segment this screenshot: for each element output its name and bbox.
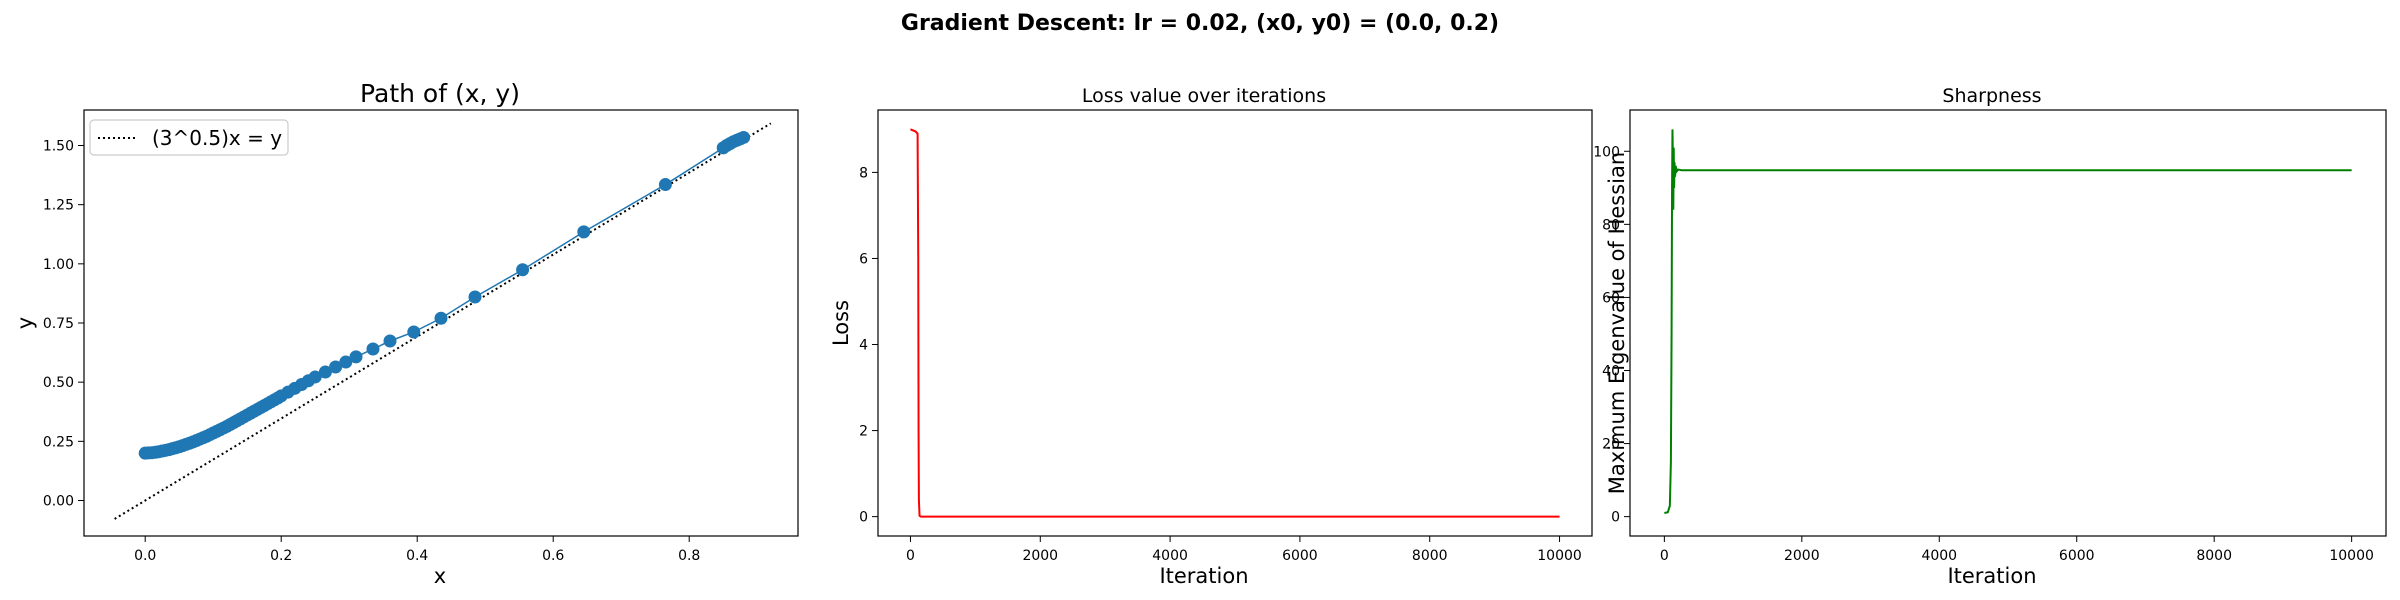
sharpness-panel-ytick-label: 0 xyxy=(1611,510,1620,526)
loss-panel-ytick-label: 4 xyxy=(859,338,868,354)
sharpness-panel-ytick-label: 60 xyxy=(1602,290,1620,306)
sharpness-panel-xlabel: Iteration xyxy=(1947,564,2036,588)
loss-panel-xlabel: Iteration xyxy=(1159,564,1248,588)
path-panel-point xyxy=(407,325,421,339)
path-panel-point xyxy=(577,225,591,239)
loss-panel-title: Loss value over iterations xyxy=(1082,85,1326,107)
sharpness-panel: Sharpness Iteration Maximum Eigenvalue o… xyxy=(1593,85,2387,588)
loss-panel-xtick-label: 10000 xyxy=(1537,548,1582,564)
loss-panel-xtick-label: 8000 xyxy=(1412,548,1448,564)
path-panel-ytick-label: 0.50 xyxy=(43,375,74,391)
path-panel-xlabel: x xyxy=(434,564,446,588)
path-panel-point xyxy=(434,311,448,325)
sharpness-panel-ytick-label: 20 xyxy=(1602,437,1620,453)
path-panel-ytick-label: 0.25 xyxy=(43,434,74,450)
sharpness-panel-xtick-label: 0 xyxy=(1660,548,1669,564)
loss-panel-xtick-label: 0 xyxy=(906,548,915,564)
sharpness-panel-xtick-label: 8000 xyxy=(2196,548,2232,564)
legend-frame xyxy=(89,119,289,156)
sharpness-panel-xtick-label: 6000 xyxy=(2059,548,2095,564)
loss-panel-ytick-label: 0 xyxy=(859,510,868,526)
loss-panel-ytick-label: 2 xyxy=(859,424,868,440)
path-panel-point xyxy=(308,370,322,384)
loss-panel-ytick-label: 6 xyxy=(859,251,868,267)
path-panel-point xyxy=(383,334,397,348)
sharpness-panel-xtick-label: 2000 xyxy=(1784,548,1820,564)
path-panel-xtick-label: 0.2 xyxy=(270,548,292,564)
path-panel-xtick-label: 0.8 xyxy=(678,548,700,564)
path-panel: Path of (x, y) x y (3^0.5)x = y 0.0 0.2 0.… xyxy=(13,79,799,588)
path-panel-point xyxy=(349,350,363,364)
loss-panel-xtick-label: 6000 xyxy=(1282,548,1318,564)
sharpness-panel-xtick-label: 10000 xyxy=(2329,548,2374,564)
path-panel-xtick-label: 0.4 xyxy=(406,548,428,564)
loss-panel-xtick-label: 4000 xyxy=(1152,548,1188,564)
loss-panel-series-line xyxy=(910,128,1560,518)
path-panel-title: Path of (x, y) xyxy=(360,79,520,108)
loss-panel-ytick-label: 8 xyxy=(859,165,868,181)
sharpness-panel-ytick-label: 40 xyxy=(1602,363,1620,379)
loss-panel-plot-area xyxy=(878,110,1592,536)
loss-panel-ylabel: Loss xyxy=(829,300,853,346)
loss-panel-xtick-label: 2000 xyxy=(1022,548,1058,564)
path-panel-xtick-label: 0.6 xyxy=(542,548,564,564)
path-panel-ytick-label: 1.25 xyxy=(43,198,74,214)
sharpness-panel-series-line xyxy=(1664,129,2352,514)
path-panel-point xyxy=(658,178,672,192)
path-panel-ytick-label: 1.00 xyxy=(43,257,74,273)
loss-panel: Loss value over iterations Iteration Los… xyxy=(829,85,1593,588)
legend-label: (3^0.5)x = y xyxy=(152,126,282,150)
path-panel-point xyxy=(516,263,530,277)
path-panel-ytick-label: 0.75 xyxy=(43,316,74,332)
path-panel-ylabel: y xyxy=(13,317,37,329)
path-panel-point xyxy=(339,355,353,369)
sharpness-panel-frame xyxy=(1629,109,2387,537)
sharpness-panel-title: Sharpness xyxy=(1942,85,2041,107)
path-panel-ytick-label: 1.50 xyxy=(43,139,74,155)
path-panel-legend: (3^0.5)x = y xyxy=(89,119,289,156)
loss-panel-frame xyxy=(877,109,1593,537)
sharpness-panel-ytick-label: 80 xyxy=(1602,217,1620,233)
path-panel-point xyxy=(366,342,380,356)
sharpness-panel-ylabel: Maximum Eigenvalue of Hessian xyxy=(1605,152,1629,494)
sharpness-panel-plot-area xyxy=(1630,110,2386,536)
path-panel-xtick-label: 0.0 xyxy=(134,548,156,564)
path-panel-point xyxy=(318,365,332,379)
path-panel-point xyxy=(737,130,751,144)
sharpness-panel-ytick-label: 100 xyxy=(1593,144,1620,160)
path-panel-point xyxy=(468,290,482,304)
path-panel-ytick-label: 0.00 xyxy=(43,494,74,510)
path-panel-point xyxy=(329,360,343,374)
sharpness-panel-xtick-label: 4000 xyxy=(1921,548,1957,564)
figure-suptitle: Gradient Descent: lr = 0.02, (x0, y0) = … xyxy=(901,11,1499,36)
